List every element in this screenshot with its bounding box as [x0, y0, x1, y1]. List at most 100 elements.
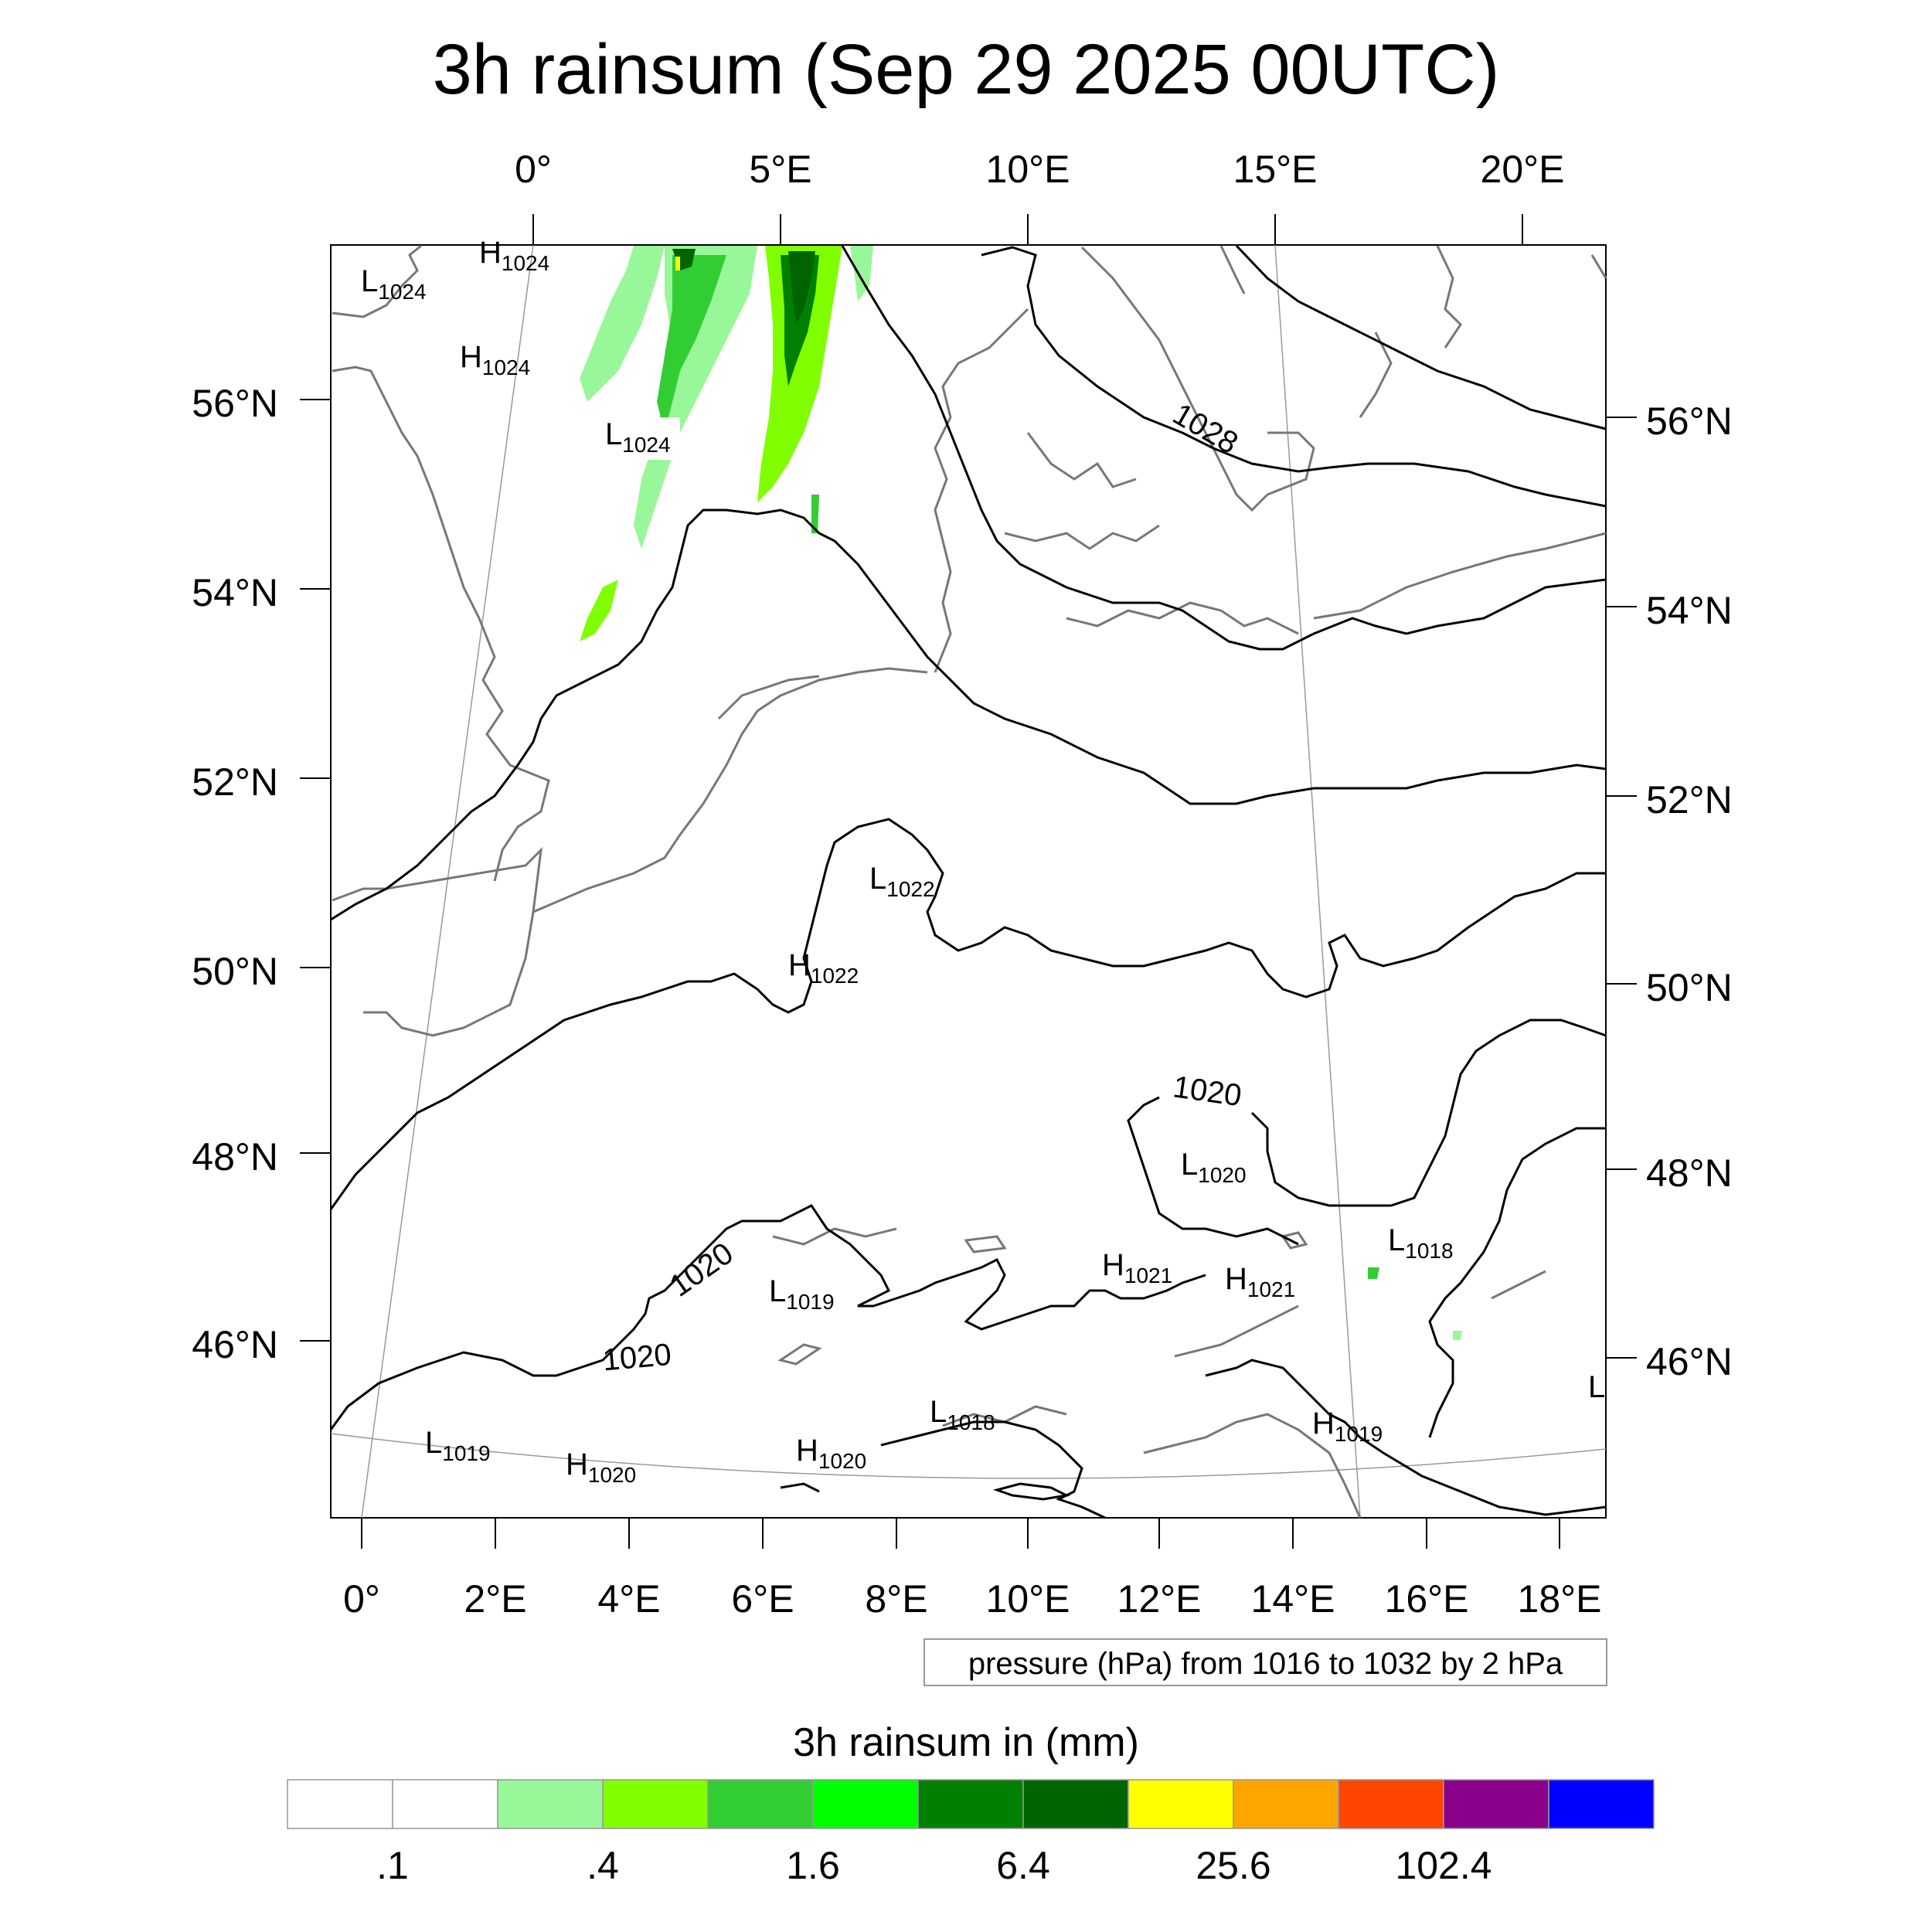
isobars [329, 244, 1607, 1519]
colorbar-swatch [1443, 1779, 1549, 1829]
pressure-center: L1018 [930, 1395, 995, 1434]
pressure-center: H1024 [479, 236, 549, 275]
lon-label-bottom: 0° [343, 1577, 380, 1621]
isobar-1019-east [1428, 1127, 1606, 1438]
colorbar-label: 25.6 [1196, 1844, 1271, 1887]
pressure-center: H1020 [566, 1447, 636, 1487]
lon-label-bottom: 16°E [1384, 1577, 1469, 1621]
colorbar-swatch [287, 1779, 393, 1829]
lat-label-right: 48°N [1646, 1151, 1733, 1195]
colorbar-label: .1 [376, 1844, 409, 1887]
colorbar-swatch [917, 1779, 1024, 1829]
svg-text:H1022: H1022 [788, 948, 859, 988]
rain-area-3 [657, 255, 726, 433]
isobar-1024 [330, 509, 1607, 921]
pressure-centers: L1024 H1024 H1024 L1024 L1022 H1022 L102… [361, 236, 1605, 1487]
map-title: 3h rainsum (Sep 29 2025 00UTC) [432, 30, 1500, 109]
lat-label-left: 52°N [192, 760, 278, 804]
rain-area-6 [788, 251, 815, 325]
svg-text:L1020: L1020 [1181, 1148, 1247, 1187]
lat-label-left: 54°N [192, 571, 278, 614]
colorbar-label: 102.4 [1395, 1844, 1492, 1887]
lon-label-bottom: 14°E [1250, 1577, 1335, 1621]
pressure-center: H1024 [460, 340, 530, 379]
pressure-center: L1018 [1388, 1223, 1454, 1263]
isobar-north-2 [981, 246, 1607, 508]
svg-text:H1021: H1021 [1225, 1262, 1295, 1301]
svg-text:L1022: L1022 [869, 862, 935, 901]
isobar-1020 [329, 1204, 1206, 1430]
lon-label-bottom: 12°E [1117, 1577, 1202, 1621]
pressure-center: L1019 [425, 1426, 491, 1465]
isobar-1020-e [1205, 1359, 1607, 1516]
rainfall-field [580, 246, 1462, 1340]
lat-label-left: 48°N [192, 1135, 278, 1179]
colorbar-swatch [1128, 1779, 1234, 1829]
map-frame [330, 244, 1607, 1519]
pressure-center: H1019 [1312, 1406, 1383, 1446]
colorbar-swatch [602, 1779, 709, 1829]
svg-text:L: L [1588, 1370, 1605, 1404]
rain-area-5 [781, 255, 819, 386]
lon-label-bottom: 10°E [985, 1577, 1070, 1621]
svg-text:L1024: L1024 [361, 264, 427, 304]
isobar-1020-b [1127, 1096, 1299, 1246]
lat-label-left: 50°N [192, 950, 278, 993]
rain-area-8 [675, 257, 680, 270]
colorbar-swatch [1022, 1779, 1129, 1829]
pressure-center: H1021 [1225, 1262, 1295, 1301]
center-value: 1024 [378, 280, 426, 304]
svg-text:L1018: L1018 [1388, 1223, 1454, 1263]
pressure-center: L1019 [769, 1274, 835, 1314]
lat-label-right: 52°N [1646, 778, 1733, 821]
lat-label-right: 46°N [1646, 1340, 1733, 1383]
lon-label-top: 0° [515, 148, 552, 191]
colorbar-label: 1.6 [786, 1844, 840, 1887]
contour-info-box: pressure (hPa) from 1016 to 1032 by 2 hP… [923, 1638, 1607, 1686]
lon-label-top: 10°E [985, 148, 1070, 191]
isobar-south-small-2 [780, 1482, 820, 1493]
colorbar-swatch [1548, 1779, 1655, 1829]
lon-label-bottom: 4°E [597, 1577, 661, 1621]
coastlines [332, 244, 1607, 1519]
pressure-center: L1020 [1181, 1148, 1247, 1187]
colorbar-swatch [1233, 1779, 1339, 1829]
colorbar-swatch [497, 1779, 604, 1829]
lat-label-right: 56°N [1646, 400, 1733, 443]
lon-label-bottom: 6°E [731, 1577, 794, 1621]
lon-label-bottom: 2°E [464, 1577, 527, 1621]
lat-label-right: 50°N [1646, 966, 1733, 1009]
svg-text:L1019: L1019 [425, 1426, 491, 1465]
pressure-center: L1024 [603, 417, 680, 460]
lat-label-right: 54°N [1646, 589, 1733, 632]
pressure-center: L [1588, 1370, 1605, 1404]
graticule [330, 244, 1607, 1519]
svg-text:H1021: H1021 [1102, 1248, 1172, 1287]
colorbar-swatch [812, 1779, 919, 1829]
rain-area-1 [580, 246, 665, 402]
isobar-south-small [992, 1482, 1070, 1501]
lon-label-top: 20°E [1480, 148, 1565, 191]
svg-text:L1019: L1019 [769, 1274, 835, 1314]
rain-area-10 [580, 580, 618, 641]
svg-text:L1018: L1018 [930, 1395, 995, 1434]
lon-label-top: 5°E [749, 148, 812, 191]
isobar-1020-c [1250, 1019, 1607, 1207]
rain-area-12 [1368, 1267, 1379, 1279]
svg-text:H1020: H1020 [566, 1447, 636, 1487]
pressure-center: H1022 [788, 948, 859, 988]
pressure-center: H1021 [1102, 1248, 1172, 1287]
colorbar-title: 3h rainsum in (mm) [793, 1720, 1139, 1765]
lat-label-left: 56°N [192, 382, 278, 425]
lon-label-top: 15°E [1233, 148, 1318, 191]
svg-text:H1024: H1024 [479, 236, 549, 275]
pressure-center: H1020 [796, 1434, 866, 1473]
rain-area-13 [1453, 1331, 1462, 1340]
isobar-1022 [329, 818, 1606, 1210]
svg-text:L1024: L1024 [605, 417, 671, 457]
rain-area-11 [811, 495, 819, 533]
pressure-center: L1024 [361, 264, 427, 304]
isobar-north-1 [841, 245, 1607, 651]
lat-label-left: 46°N [192, 1323, 278, 1366]
